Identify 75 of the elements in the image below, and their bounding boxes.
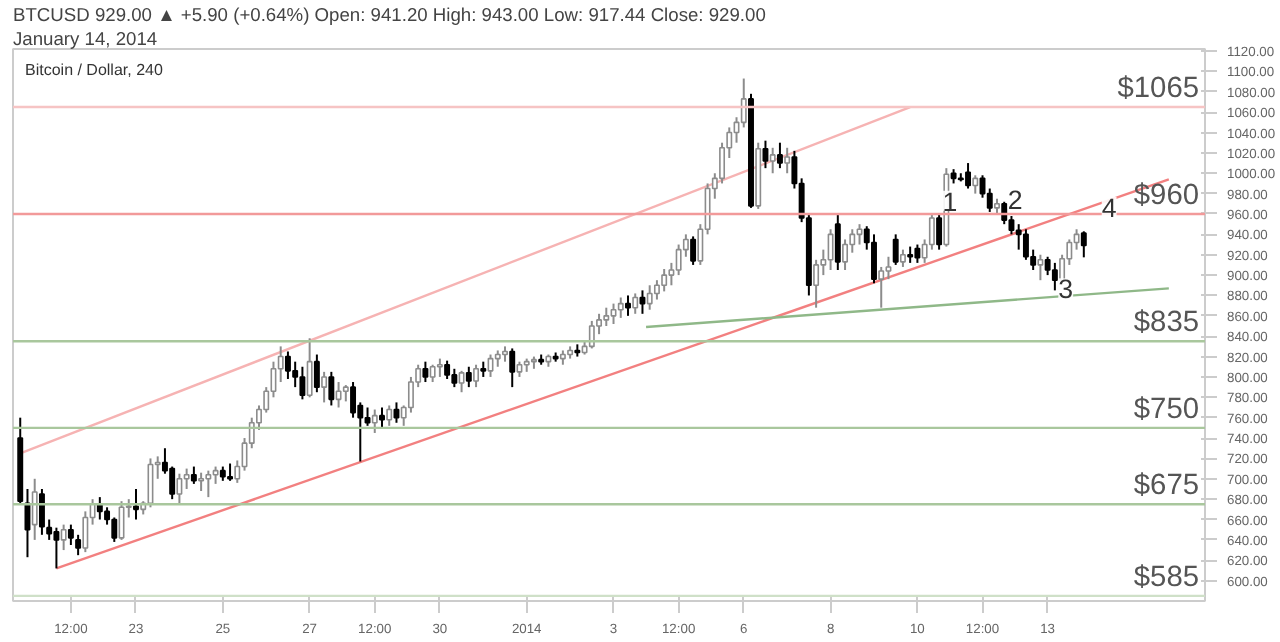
ref-line-label: $585 xyxy=(1133,561,1200,594)
candlestick xyxy=(465,365,472,389)
candlestick xyxy=(53,526,60,570)
candlestick xyxy=(335,381,342,409)
candlestick xyxy=(60,523,67,552)
candlestick xyxy=(205,469,212,499)
ref-line-label: $675 xyxy=(1133,470,1200,503)
candlestick xyxy=(451,367,458,389)
candlestick xyxy=(603,306,610,328)
annotation: 2 xyxy=(1007,184,1023,215)
candlestick xyxy=(277,345,284,384)
candlestick xyxy=(444,359,451,380)
annotation: 4 xyxy=(1101,192,1118,223)
candlestick xyxy=(827,228,834,271)
candlestick xyxy=(473,363,480,389)
candlestick xyxy=(183,467,190,490)
candlestick xyxy=(299,365,306,401)
candlestick xyxy=(371,408,378,434)
candlestick xyxy=(892,233,899,266)
candlestick xyxy=(762,139,769,170)
annotation: 1 xyxy=(942,186,958,217)
candlestick xyxy=(509,347,516,389)
candlestick xyxy=(31,477,38,541)
candlestick xyxy=(776,141,783,170)
candlestick xyxy=(965,162,972,190)
candlestick xyxy=(639,289,646,315)
candlestick xyxy=(588,319,595,350)
candlestick xyxy=(632,292,639,315)
candlestick xyxy=(147,457,154,509)
candlestick xyxy=(313,353,320,394)
candlestick xyxy=(198,471,205,493)
candlestick xyxy=(328,370,335,407)
candlestick xyxy=(75,533,82,557)
candlestick xyxy=(38,487,45,536)
candlestick xyxy=(176,472,183,506)
candlestick xyxy=(386,404,393,427)
candlestick xyxy=(364,406,371,427)
candlestick xyxy=(690,235,697,266)
candlestick xyxy=(617,296,624,319)
chart-title: BTCUSD 929.00 ▲ +5.90 (+0.64%) Open: 941.20 High: 943.00 Low: 917.44 Close: 929.00 xyxy=(13,5,766,25)
candlestick xyxy=(436,357,443,378)
candlestick xyxy=(936,212,943,251)
candlestick xyxy=(1051,261,1058,292)
candlestick xyxy=(393,401,400,424)
chart-subtitle: January 14, 2014 xyxy=(13,29,158,49)
candlestick xyxy=(133,487,139,521)
ref-line-label: $960 xyxy=(1133,179,1200,212)
candlestick xyxy=(1080,230,1087,259)
ref-line-label: $835 xyxy=(1133,307,1200,340)
candlestick xyxy=(914,243,921,264)
candlestick xyxy=(878,265,885,309)
annotation: Bitcoin / Dollar, 240 xyxy=(25,61,164,79)
candlestick xyxy=(661,267,668,293)
candlestick xyxy=(321,370,328,404)
annotation: 3 xyxy=(1058,274,1074,305)
candlestick xyxy=(1037,253,1044,282)
candlestick xyxy=(813,258,820,309)
candlestick xyxy=(834,212,841,271)
candlestick xyxy=(784,146,791,175)
candlestick xyxy=(972,174,979,195)
candlestick xyxy=(610,302,617,325)
candlestick xyxy=(306,337,313,399)
candlestick xyxy=(769,146,776,175)
candlestick xyxy=(625,294,631,317)
ref-line-label: $750 xyxy=(1133,393,1200,426)
ref-line-label: $1065 xyxy=(1117,73,1200,106)
candlestick xyxy=(422,360,429,384)
candlestick xyxy=(1001,200,1008,226)
candlestick xyxy=(871,233,877,285)
candlestick xyxy=(458,369,465,394)
candlestick xyxy=(379,406,385,429)
candlestick xyxy=(82,510,89,554)
candlestick xyxy=(646,284,653,311)
candlestick xyxy=(284,350,291,380)
candlestick xyxy=(856,223,863,246)
